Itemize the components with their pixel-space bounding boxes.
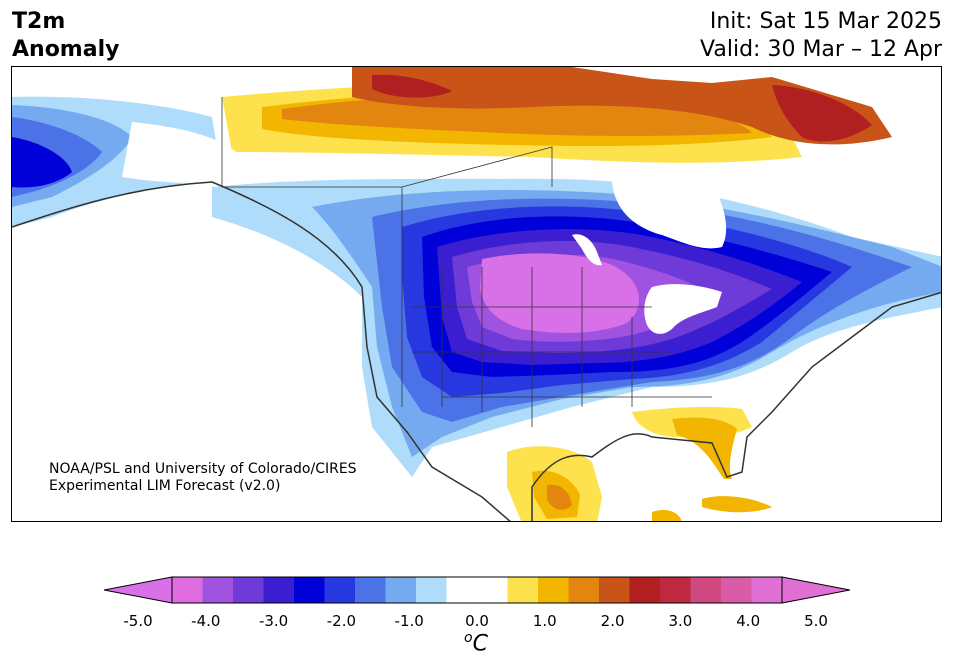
colorbar-swatch: [263, 577, 295, 603]
colorbar-swatch: [385, 577, 417, 603]
colorbar-over-arrow: [781, 576, 850, 604]
colorbar-swatch: [507, 577, 539, 603]
colorbar-swatch: [538, 577, 569, 603]
colorbar-tick-label: 1.0: [532, 612, 557, 630]
unit-degree-symbol: o: [464, 630, 473, 646]
colorbar-swatch: [568, 577, 600, 603]
colorbar-tick-label: 4.0: [736, 612, 761, 630]
colorbar-tick-label: 3.0: [668, 612, 693, 630]
colorbar-tick-label: 0.0: [465, 612, 489, 630]
map-title: T2m Anomaly: [12, 8, 119, 64]
coastline-west: [12, 181, 511, 521]
cold-main-9: [480, 253, 639, 333]
colorbar-swatch: [416, 577, 447, 603]
colorbar-tick-label: -5.0: [123, 612, 153, 630]
warm-mexico-3: [547, 484, 572, 510]
colorbar-tick-label: -4.0: [191, 612, 221, 630]
lake-winnipeg: [572, 234, 602, 266]
anomaly-map: [11, 66, 942, 522]
valid-date: Valid: 30 Mar – 12 Apr: [700, 37, 942, 62]
colorbar-swatch: [629, 577, 661, 603]
anomaly-map-svg: [12, 67, 941, 521]
great-lakes: [644, 284, 722, 334]
coastline-gulf: [531, 291, 941, 521]
colorbar-swatches: [172, 577, 783, 603]
colorbar-tick-label: 5.0: [804, 612, 828, 630]
warm-southeast-2: [672, 417, 737, 479]
colorbar-outline: [171, 576, 783, 604]
colorbar-tick-label: -2.0: [326, 612, 357, 630]
credit-line-1: NOAA/PSL and University of Colorado/CIRE…: [49, 461, 357, 477]
colorbar-swatch: [355, 577, 386, 603]
title-line-1: T2m: [12, 9, 66, 34]
colorbar-swatch: [294, 577, 325, 603]
colorbar-tick-labels: -5.0 -4.0 -3.0 -2.0 -1.0 0.0 1.0 2.0 3.0 4.0 5.0: [0, 612, 954, 632]
credit-line-2: Experimental LIM Forecast (v2.0): [49, 478, 281, 494]
colorbar-swatch: [690, 577, 722, 603]
colorbar-swatch: [751, 577, 783, 603]
title-line-2: Anomaly: [12, 37, 120, 62]
colorbar-swatch: [477, 577, 508, 603]
colorbar-swatch: [324, 577, 356, 603]
colorbar-swatch: [599, 577, 630, 603]
colorbar: [104, 576, 850, 604]
colorbar-swatch: [660, 577, 691, 603]
warm-band-arctic-4: [352, 67, 892, 145]
colorbar-tick-label: -3.0: [258, 612, 289, 630]
init-date: Init: Sat 15 Mar 2025: [709, 9, 942, 34]
cold-alaska-4: [12, 137, 72, 188]
forecast-dates: Init: Sat 15 Mar 2025 Valid: 30 Mar – 12…: [700, 8, 942, 64]
hudson-bay: [612, 170, 727, 249]
colorbar-swatch: [172, 577, 203, 603]
state-borders: [221, 97, 712, 427]
colorbar-under-arrow: [104, 576, 173, 604]
warm-yucatan: [652, 510, 682, 521]
map-credit: NOAA/PSL and University of Colorado/CIRE…: [49, 461, 357, 495]
colorbar-swatch: [202, 577, 234, 603]
warm-band-arctic-6: [372, 74, 452, 98]
warm-cuba: [702, 496, 772, 513]
unit-letter: C: [472, 631, 488, 657]
colorbar-tick-label: -1.0: [394, 612, 424, 630]
colorbar-swatch: [446, 577, 478, 603]
colorbar-unit: oC: [464, 630, 488, 656]
colorbar-tick-label: 2.0: [600, 612, 625, 630]
white-north-canada: [122, 122, 242, 184]
colorbar-swatch: [233, 577, 264, 603]
warm-band-arctic-5: [772, 85, 872, 142]
colorbar-swatch: [721, 577, 752, 603]
